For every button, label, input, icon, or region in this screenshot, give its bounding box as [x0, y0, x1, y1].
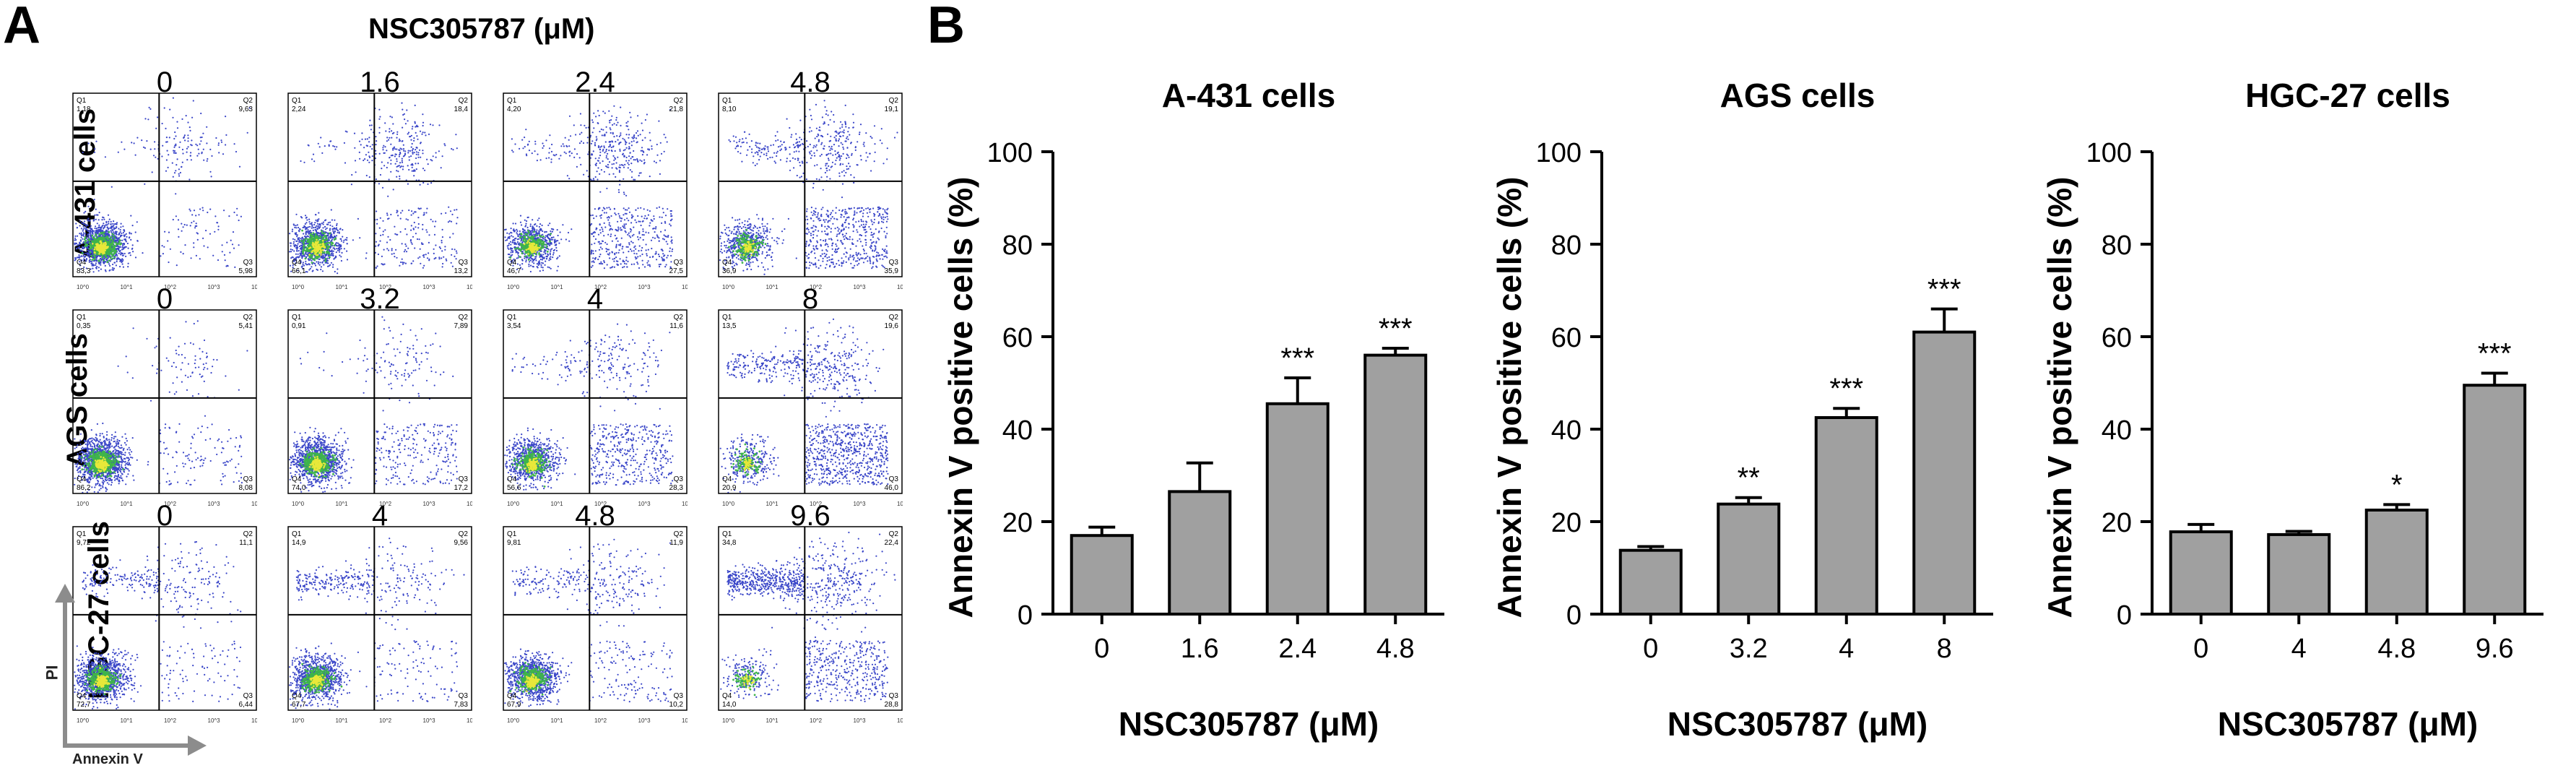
significance-marker: *** — [2478, 338, 2512, 370]
bar — [1718, 504, 1779, 614]
chart-title: HGC-27 cells — [2245, 77, 2450, 114]
x-tick-label: 4.8 — [2377, 634, 2416, 664]
x-tick-label: 4.8 — [1376, 634, 1415, 664]
y-tick-label: 40 — [2102, 415, 2132, 446]
y-tick-label: 60 — [1002, 323, 1033, 353]
y-tick-label: 0 — [1018, 600, 1033, 631]
bar — [1621, 551, 1681, 614]
x-tick-label: 2.4 — [1278, 634, 1317, 664]
y-tick-label: 80 — [1551, 230, 1582, 261]
y-tick-label: 40 — [1002, 415, 1033, 446]
significance-marker: ** — [1738, 462, 1760, 494]
significance-marker: *** — [1829, 373, 1863, 405]
x-tick-label: 8 — [1937, 634, 1952, 664]
y-axis-label: Annexin V positive cells (%) — [942, 177, 979, 618]
y-tick-label: 20 — [2102, 508, 2132, 538]
bar — [1914, 332, 1974, 614]
y-tick-label: 100 — [2086, 138, 2132, 168]
x-axis-label: NSC305787 (μM) — [2218, 705, 2479, 743]
y-tick-label: 60 — [2102, 323, 2132, 353]
bar — [2464, 385, 2525, 614]
bar — [1816, 418, 1877, 614]
y-tick-label: 0 — [2117, 600, 2132, 631]
bar — [2268, 535, 2329, 614]
x-axis-label: NSC305787 (μM) — [1668, 705, 1928, 743]
x-tick-label: 0 — [2193, 634, 2208, 664]
y-tick-label: 20 — [1551, 508, 1582, 538]
significance-marker: *** — [1280, 342, 1314, 374]
bar — [1365, 355, 1426, 614]
y-tick-label: 80 — [2102, 230, 2132, 261]
y-tick-label: 80 — [1002, 230, 1033, 261]
significance-marker: *** — [1379, 313, 1413, 345]
y-tick-label: 100 — [1536, 138, 1582, 168]
y-tick-label: 20 — [1002, 508, 1033, 538]
x-tick-label: 4 — [1839, 634, 1854, 664]
chart-title: A-431 cells — [1162, 77, 1335, 114]
x-tick-label: 1.6 — [1181, 634, 1219, 664]
bar — [1072, 535, 1132, 614]
y-tick-label: 40 — [1551, 415, 1582, 446]
y-axis-label: Annexin V positive cells (%) — [1491, 177, 1528, 618]
bar — [2171, 532, 2232, 614]
significance-marker: * — [2391, 469, 2403, 501]
x-tick-label: 0 — [1643, 634, 1658, 664]
bar — [2367, 510, 2427, 614]
chart-title: AGS cells — [1720, 77, 1875, 114]
y-tick-label: 100 — [987, 138, 1033, 168]
significance-marker: *** — [1927, 274, 1961, 306]
y-tick-label: 60 — [1551, 323, 1582, 353]
y-axis-label: Annexin V positive cells (%) — [2041, 177, 2078, 618]
y-tick-label: 0 — [1566, 600, 1582, 631]
x-tick-label: 4 — [2291, 634, 2307, 664]
bar — [1169, 491, 1230, 614]
x-tick-label: 9.6 — [2476, 634, 2514, 664]
x-axis-label: NSC305787 (μM) — [1119, 705, 1379, 743]
x-tick-label: 3.2 — [1730, 634, 1768, 664]
bar — [1267, 404, 1328, 614]
x-tick-label: 0 — [1094, 634, 1109, 664]
